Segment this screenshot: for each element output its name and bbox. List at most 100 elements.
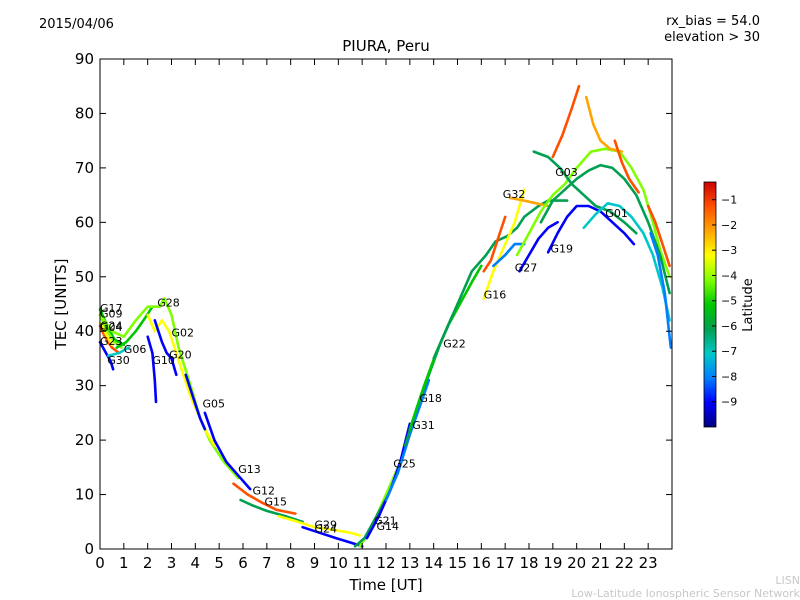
series-r1 [482,215,507,273]
prn-label-g09: G09 [100,308,123,321]
y-tick-label: 40 [75,322,94,340]
series-g27b [518,221,559,273]
colorbar-tick-label: −2 [721,219,737,232]
prn-label-g10: G10 [152,354,175,367]
prn-label-g03: G03 [555,166,578,179]
prn-label-g30: G30 [107,354,130,367]
colorbar-tick-label: −3 [721,244,737,257]
prn-label-g06: G06 [124,343,147,356]
y-tick-label: 60 [75,213,94,231]
series-r5 [646,204,671,268]
y-tick-label: 0 [84,540,94,558]
x-axis-label: Time [UT] [348,576,422,594]
series-g05 [184,373,207,431]
prn-label-g27: G27 [515,261,538,274]
series-g29 [277,514,362,537]
series-g03 [515,147,671,279]
elevation-label: elevation > 30 [664,30,760,45]
x-tick-label: 5 [214,554,224,572]
y-tick-label: 30 [75,377,94,395]
rx-bias-label: rx_bias = 54.0 [666,14,760,29]
colorbar-tick-label: −6 [721,320,737,333]
x-tick-label: 0 [95,554,105,572]
y-axis: 0 10 20 30 40 50 60 70 80 90 [75,50,672,558]
colorbar-tick-label: −1 [721,194,737,207]
prn-label-g31: G31 [412,419,435,432]
colorbar-tick-label: −4 [721,269,737,282]
colorbar-tick-label: −7 [721,345,737,358]
series-g30 [107,346,130,358]
prn-label-g19: G19 [551,242,574,255]
prn-label-g24: G24 [315,523,338,536]
colorbar [703,181,717,428]
x-tick-label: 11 [353,554,372,572]
x-tick-label: 15 [448,554,467,572]
series-g01b [539,163,671,295]
x-tick-label: 9 [310,554,320,572]
series-g27 [491,242,526,268]
x-tick-label: 3 [167,554,177,572]
prn-label-g17: G17 [100,302,123,315]
x-tick-label: 16 [472,554,491,572]
series-g13 [203,411,252,491]
x-tick-label: 10 [329,554,348,572]
bias-info: rx_bias = 54.0 elevation > 30 [664,14,760,46]
x-tick-label: 8 [286,554,296,572]
x-tick-label: 22 [615,554,634,572]
colorbar-tick-label: −5 [721,295,737,308]
series-g19 [546,204,636,254]
prn-label-g20: G20 [169,348,192,361]
series-g12 [232,482,297,515]
x-axis: 0 1 2 3 4 5 6 7 8 9 10 11 12 13 14 15 16 17 18 19 20 21 22 23 [95,59,658,572]
series-g24 [301,525,364,548]
footer-line-2: Low-Latitude Ionospheric Sensor Network [571,587,800,600]
prn-label-g29: G29 [315,518,338,531]
x-tick-label: 2 [143,554,153,572]
x-tick-label: 1 [119,554,129,572]
colorbar-label: Latitude [741,278,756,332]
series-g01 [582,202,671,322]
y-tick-label: 70 [75,159,94,177]
series-g24 [98,321,114,347]
chart-title: PIURA, Peru [342,37,430,55]
colorbar-tick-label: −9 [721,396,737,409]
x-tick-label: 17 [496,554,515,572]
prn-label-layer: G17G09G04G24G23G30G06G28G02G10G20G05G13G… [100,166,628,536]
series-g09 [98,313,123,349]
series-r2 [551,84,581,159]
series-g15 [239,498,304,524]
prn-label-g14: G14 [377,520,400,533]
prn-label-g01: G01 [605,207,628,220]
prn-label-g21: G21 [374,515,397,528]
prn-label-g24: G24 [100,320,123,333]
x-tick-label: 23 [639,554,658,572]
y-tick-label: 90 [75,50,94,68]
x-tick-label: 14 [424,554,443,572]
series-g20 [153,318,178,377]
x-tick-label: 7 [262,554,272,572]
series-g10 [146,335,158,404]
y-tick-label: 50 [75,268,94,286]
prn-label-g13: G13 [238,463,261,476]
series-layer [98,84,673,548]
y-tick-label: 80 [75,104,94,122]
x-tick-label: 6 [238,554,248,572]
series-r3 [584,95,624,153]
y-tick-label: 10 [75,486,94,504]
prn-label-g12: G12 [253,485,276,498]
prn-label-g02: G02 [172,327,195,340]
prn-label-g23: G23 [100,335,123,348]
series-r4 [613,139,640,194]
x-tick-label: 18 [519,554,538,572]
series-g23 [98,340,115,371]
footer-line-1: LISN [775,574,800,587]
series-g32 [508,196,550,208]
footer: LISN Low-Latitude Ionospheric Sensor Net… [571,574,800,600]
prn-label-g28: G28 [157,297,180,310]
series-g11 [649,231,673,349]
plot-frame [99,58,673,550]
prn-label-g05: G05 [203,397,226,410]
x-tick-label: 13 [400,554,419,572]
y-axis-label: TEC [UNITS] [52,259,70,351]
series-g03b [532,150,638,235]
